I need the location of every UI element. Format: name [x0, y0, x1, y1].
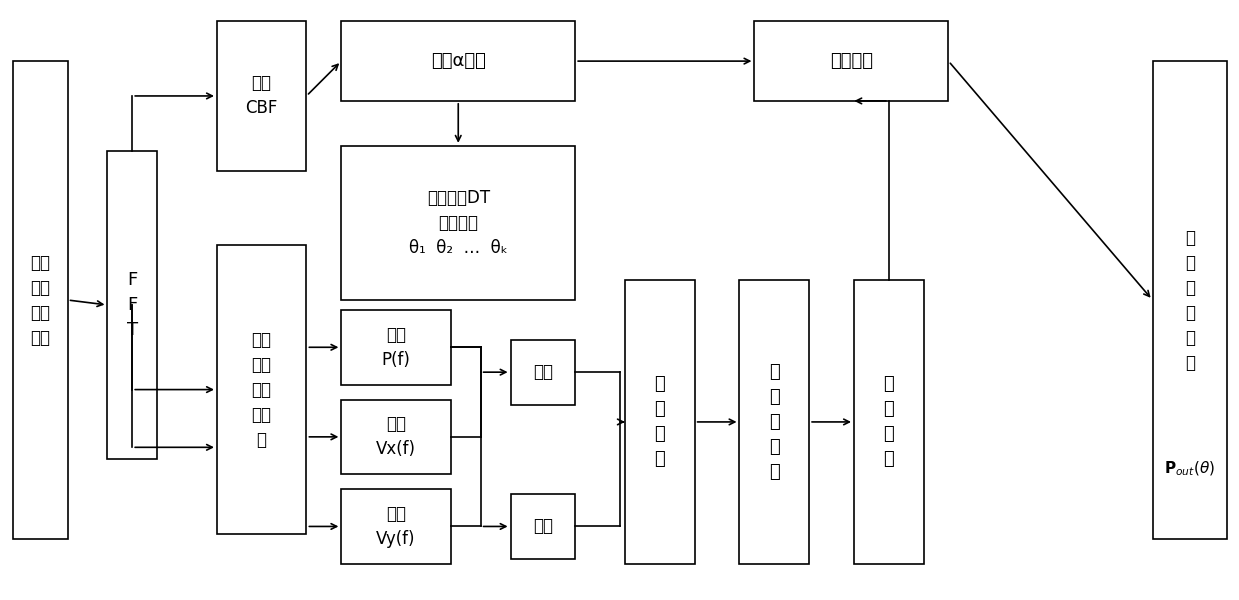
Bar [341, 21, 575, 101]
Bar [624, 280, 695, 564]
Bar [854, 280, 923, 564]
Bar [341, 400, 451, 474]
Bar [341, 310, 451, 385]
Text: 互谱: 互谱 [533, 363, 553, 381]
Text: 声压
振速
时域
信号: 声压 振速 时域 信号 [30, 254, 51, 347]
Text: 声压
P(f): 声压 P(f) [382, 326, 410, 369]
Text: 振速
Vx(f): 振速 Vx(f) [377, 415, 416, 458]
Text: 双向α滤波: 双向α滤波 [431, 52, 486, 70]
Text: 无
模
糊
空
间
谱: 无 模 糊 空 间 谱 [1184, 229, 1194, 371]
Text: 方
位
估
计: 方 位 估 计 [654, 376, 665, 469]
Bar [341, 489, 451, 564]
Text: 左
右
判
决: 左 右 判 决 [883, 376, 895, 469]
Bar [510, 494, 575, 559]
Bar [510, 340, 575, 404]
Bar [740, 280, 809, 564]
Text: 互谱: 互谱 [533, 517, 553, 535]
Bar [217, 245, 306, 534]
Bar [755, 21, 949, 101]
Text: 直
方
图
统
计: 直 方 图 统 计 [769, 363, 779, 481]
Bar [108, 151, 157, 459]
Text: 频域
CBF: 频域 CBF [245, 74, 278, 118]
Bar [341, 146, 575, 300]
Text: 设置门限DT
谱峰筛选
θ₁  θ₂  …  θₖ: 设置门限DT 谱峰筛选 θ₁ θ₂ … θₖ [409, 189, 508, 257]
Bar [12, 61, 68, 539]
Text: $\mathbf{P}_{out}(\theta)$: $\mathbf{P}_{out}(\theta)$ [1165, 460, 1215, 478]
Bar [217, 21, 306, 170]
Text: 振速
Vy(f): 振速 Vy(f) [377, 505, 416, 548]
Bar [1152, 61, 1227, 539]
Text: 在谱
峰方
位波
束形
成: 在谱 峰方 位波 束形 成 [252, 331, 271, 449]
Text: F
F
T: F F T [126, 271, 138, 339]
Text: 伪峰抑制: 伪峰抑制 [830, 52, 873, 70]
